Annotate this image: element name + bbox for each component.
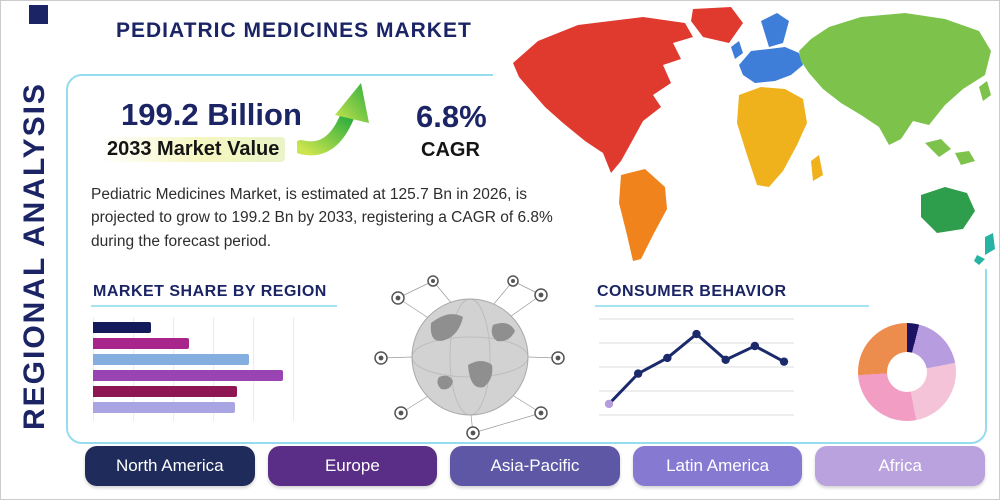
map-north-america: [513, 7, 743, 173]
region-button-asia-pacific[interactable]: Asia-Pacific: [450, 446, 620, 486]
map-south-america: [619, 169, 667, 261]
side-label: REGIONAL ANALYSIS: [18, 82, 51, 430]
region-button-europe[interactable]: Europe: [267, 446, 438, 486]
bar-4: [93, 370, 283, 381]
bar-1: [93, 322, 151, 333]
bar-2: [93, 338, 189, 349]
region-button-latin-america[interactable]: Latin America: [632, 446, 803, 486]
corner-accent-square: [29, 5, 48, 24]
map-africa: [737, 87, 823, 187]
map-oceania: [921, 187, 975, 233]
bar-3: [93, 354, 249, 365]
map-asia: [799, 13, 991, 165]
page-title: PEDIATRIC MEDICINES MARKET: [116, 19, 472, 42]
donut-chart: [858, 323, 956, 421]
map-europe: [731, 13, 803, 83]
market-share-heading: MARKET SHARE BY REGION: [93, 283, 327, 300]
globe-network-graphic: [374, 275, 565, 440]
region-button-north-america[interactable]: North America: [85, 446, 255, 486]
consumer-behavior-heading: CONSUMER BEHAVIOR: [597, 283, 787, 300]
market-share-underline: [91, 305, 337, 307]
line-chart: [599, 311, 794, 421]
bar-5: [93, 386, 237, 397]
bar-6: [93, 402, 235, 413]
market-description: Pediatric Medicines Market, is estimated…: [91, 186, 553, 250]
market-value-caption: 2033 Market Value: [101, 137, 286, 162]
region-buttons: North America Europe Asia-Pacific Latin Ame…: [85, 446, 985, 486]
bar-chart: [93, 317, 333, 421]
cagr-caption: CAGR: [421, 139, 480, 161]
donut-hole: [887, 352, 927, 392]
world-map: [493, 3, 999, 269]
consumer-behavior-underline: [595, 305, 869, 307]
market-value-figure: 199.2 Billion: [121, 97, 302, 132]
growth-arrow-icon: [297, 83, 369, 156]
cagr-figure: 6.8%: [416, 99, 487, 134]
map-new-zealand: [974, 233, 995, 265]
region-button-africa[interactable]: Africa: [815, 446, 985, 486]
